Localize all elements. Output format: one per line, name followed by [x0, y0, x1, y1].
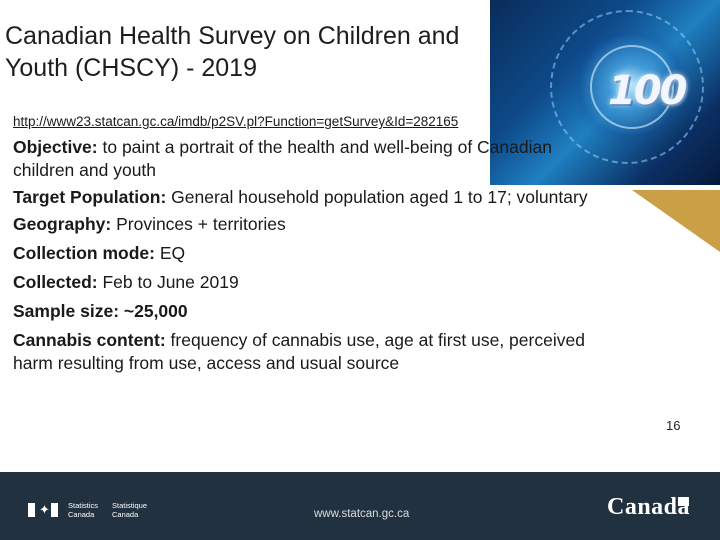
- survey-link[interactable]: http://www23.statcan.gc.ca/imdb/p2SV.pl?…: [13, 114, 459, 129]
- collected-text: Feb to June 2019: [97, 272, 239, 292]
- geography-item: Geography: Provinces + territories: [13, 211, 613, 238]
- footer-bar: ✦ Statistics Canada Statistique Canada w…: [0, 472, 720, 540]
- flag-bar-right: [51, 503, 58, 517]
- maple-leaf-icon: ✦: [39, 502, 50, 517]
- hero-inner-ring-decoration: [590, 45, 674, 129]
- geography-label: Geography:: [13, 214, 112, 234]
- collected-label: Collected:: [13, 272, 98, 292]
- collected-item: Collected: Feb to June 2019: [13, 269, 613, 296]
- target-population-label: Target Population:: [13, 187, 167, 207]
- slide-title: Canadian Health Survey on Children and Y…: [5, 20, 525, 84]
- gold-triangle-decoration: [632, 190, 720, 252]
- hero-number: 100: [608, 68, 687, 114]
- sample-size-label: Sample size: ~25,000: [13, 301, 188, 321]
- target-population-text: General household population aged 1 to 1…: [166, 187, 588, 207]
- stat-en-line-2: Canada: [68, 509, 95, 519]
- stat-fr-line-2: Canada: [112, 509, 139, 519]
- stat-en-line-1: Statistics: [68, 501, 99, 510]
- hero-ring-decoration: [550, 10, 704, 164]
- statistique-canada-fr: Statistique Canada: [112, 501, 148, 519]
- objective-item: Objective: to paint a portrait of the he…: [13, 136, 613, 182]
- flag-bar-left: [28, 503, 35, 517]
- title-line-1: Canadian Health Survey on Children and: [5, 22, 460, 50]
- page-number: 16: [666, 418, 681, 433]
- canada-wordmark: Canada: [607, 494, 691, 520]
- statistics-canada-en: Statistics Canada: [68, 501, 99, 519]
- sample-size-item: Sample size: ~25,000: [13, 298, 613, 325]
- wordmark-flag-icon: [678, 497, 689, 506]
- cannabis-content-label: Cannabis content:: [13, 330, 166, 350]
- cannabis-content-text: frequency of cannabis use, age at first …: [13, 330, 585, 373]
- objective-label: Objective:: [13, 137, 98, 157]
- footer-website-link[interactable]: www.statcan.gc.ca: [314, 508, 410, 520]
- survey-details: Objective: to paint a portrait of the he…: [13, 136, 613, 375]
- geography-text: Provinces + territories: [111, 214, 286, 234]
- collection-mode-label: Collection mode:: [13, 243, 155, 263]
- hero-image-100-years: 100: [490, 0, 720, 185]
- stat-fr-line-1: Statistique: [112, 501, 148, 510]
- title-line-2: Youth (CHSCY) - 2019: [5, 54, 257, 82]
- target-population-item: Target Population: General household pop…: [13, 186, 613, 209]
- objective-text: to paint a portrait of the health and we…: [13, 137, 552, 180]
- collection-mode-item: Collection mode: EQ: [13, 240, 613, 267]
- cannabis-content-item: Cannabis content: frequency of cannabis …: [13, 329, 613, 375]
- canada-flag-icon: ✦: [28, 503, 58, 517]
- collection-mode-text: EQ: [154, 243, 186, 263]
